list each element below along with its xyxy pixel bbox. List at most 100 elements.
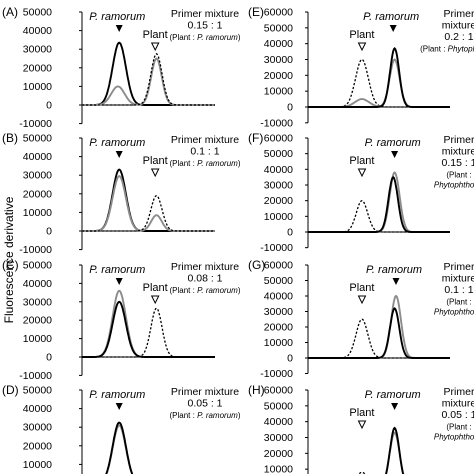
- series-solid-gray-line: [308, 58, 450, 108]
- series-solid-gray-line: [308, 171, 450, 233]
- y-tick-label: 20000: [264, 448, 293, 460]
- y-tick-label: 30000: [23, 296, 52, 308]
- panel-c: (C) -10000 0 10000 20000 30000 40000 50000 P. ra…: [2, 258, 241, 382]
- y-tick-label: 10000: [23, 207, 52, 219]
- y-tick-label: -10000: [260, 117, 293, 129]
- primer-annotation-line: mixture: [442, 398, 474, 410]
- panel-letter: (E): [248, 5, 264, 19]
- open-triangle-marker: [150, 295, 160, 305]
- primer-annotation-line: Phytophthora): [434, 181, 474, 190]
- primer-annotation-line: (Plant : P. ramorum): [169, 33, 240, 42]
- y-tick-label: 10000: [23, 81, 52, 93]
- y-tick-label: 40000: [264, 291, 293, 303]
- p-ramorum-label: P. ramorum: [366, 264, 422, 276]
- series-dotted-line: [308, 200, 450, 233]
- plant-label: Plant: [143, 29, 168, 41]
- y-tick-label: -10000: [19, 370, 52, 382]
- y-axis-label: Fluorescence derivative: [2, 196, 16, 323]
- panel-letter: (D): [2, 383, 19, 397]
- y-tick-label: 30000: [264, 432, 293, 444]
- p-ramorum-label: P. ramorum: [365, 137, 421, 149]
- primer-annotation-line: Primer mixture: [171, 386, 239, 398]
- y-tick-label: 30000: [264, 180, 293, 192]
- series-solid-black-line: [308, 175, 450, 233]
- y-tick-label: 0: [46, 226, 52, 238]
- plant-label: Plant: [349, 407, 374, 419]
- primer-annotation-line: 0.1 : 1: [190, 146, 219, 158]
- y-tick-label: 10000: [264, 211, 293, 223]
- open-triangle-marker: [357, 295, 367, 305]
- y-tick-label: 50000: [264, 148, 293, 160]
- primer-annotation-line: (Plant : Phytophthora): [420, 45, 474, 54]
- y-tick-label: 60000: [264, 260, 293, 272]
- panel-e: (E) -10000 0 10000 20000 30000 40000 50000 60000…: [248, 5, 474, 129]
- p-ramorum-label: P. ramorum: [363, 11, 419, 23]
- panel-a: (A) -10000 0 10000 20000 30000 40000 50000 P. ra…: [2, 5, 241, 130]
- y-tick-label: -10000: [19, 118, 52, 130]
- series-solid-black-line: [385, 426, 405, 474]
- primer-annotation-line: (Plant :: [446, 298, 471, 307]
- primer-annotation-line: mixture: [442, 273, 474, 285]
- series-solid-black-line: [82, 168, 215, 232]
- primer-annotation-line: 0.05 : 1: [441, 409, 474, 421]
- open-triangle-marker: [357, 168, 367, 178]
- y-tick-label: 20000: [264, 322, 293, 334]
- series-solid-gray-line: [82, 289, 215, 358]
- primer-annotation-line: Primer: [444, 386, 474, 398]
- primer-annotation-line: 0.05 : 1: [187, 398, 222, 410]
- y-tick-label: 60000: [264, 7, 293, 19]
- open-triangle-marker: [150, 42, 160, 52]
- y-tick-label: 40000: [23, 25, 52, 37]
- series-solid-gray-line: [105, 424, 134, 474]
- y-tick-label: -10000: [19, 244, 52, 256]
- primer-annotation-line: Phytophthora): [434, 308, 474, 317]
- series-solid-gray-line: [82, 57, 215, 106]
- y-tick-label: 40000: [23, 403, 52, 415]
- y-tick-label: 50000: [23, 260, 52, 272]
- panel-letter: (A): [2, 5, 18, 19]
- primer-annotation-line: Primer mixture: [171, 134, 239, 146]
- y-tick-label: 50000: [23, 385, 52, 397]
- primer-annotation-line: mixture: [442, 20, 474, 32]
- filled-triangle-marker: [115, 151, 123, 158]
- plant-label: Plant: [349, 155, 374, 167]
- y-tick-label: 10000: [23, 333, 52, 345]
- series-dotted-line: [82, 53, 215, 106]
- plant-label: Plant: [349, 282, 374, 294]
- y-tick-label: -10000: [260, 368, 293, 380]
- filled-triangle-marker: [392, 278, 400, 285]
- primer-annotation-line: 0.15 : 1: [441, 157, 474, 169]
- primer-annotation-line: Phytophthora): [434, 433, 474, 442]
- y-tick-label: 50000: [264, 275, 293, 287]
- panel-g: (G) -10000 0 10000 20000 30000 40000 50000 60000…: [248, 258, 474, 380]
- series-solid-black-line: [308, 307, 450, 359]
- y-tick-label: 0: [287, 102, 293, 114]
- y-tick-label: 0: [287, 227, 293, 239]
- series-dotted-line: [308, 58, 450, 108]
- plant-label: Plant: [143, 282, 168, 294]
- y-tick-label: 0: [46, 100, 52, 112]
- series-dotted-line: [308, 318, 450, 359]
- p-ramorum-label: P. ramorum: [365, 389, 421, 401]
- panel-letter: (H): [248, 383, 265, 397]
- panel-f: (F) -10000 0 10000 20000 30000 40000 50000 60000…: [248, 131, 474, 254]
- y-tick-label: 20000: [23, 188, 52, 200]
- open-triangle-marker: [357, 420, 367, 430]
- primer-annotation-line: (Plant : P. ramorum): [169, 159, 240, 168]
- y-tick-label: 10000: [23, 459, 52, 471]
- filled-triangle-marker: [389, 25, 397, 32]
- series-solid-gray-line: [308, 294, 450, 359]
- y-tick-label: 40000: [23, 151, 52, 163]
- primer-annotation-line: mixture: [442, 146, 474, 158]
- primer-annotation-line: 0.2 : 1: [444, 31, 473, 43]
- y-tick-label: 50000: [264, 400, 293, 412]
- filled-triangle-marker: [391, 151, 399, 158]
- panel-d: (D) 10000 20000 30000 40000 50000 P. ramorum Pr…: [2, 383, 241, 474]
- y-tick-label: 20000: [264, 195, 293, 207]
- y-tick-label: 10000: [264, 337, 293, 349]
- p-ramorum-label: P. ramorum: [89, 389, 145, 401]
- y-tick-label: 0: [46, 352, 52, 364]
- panel-letter: (B): [2, 131, 18, 145]
- y-tick-label: 40000: [264, 164, 293, 176]
